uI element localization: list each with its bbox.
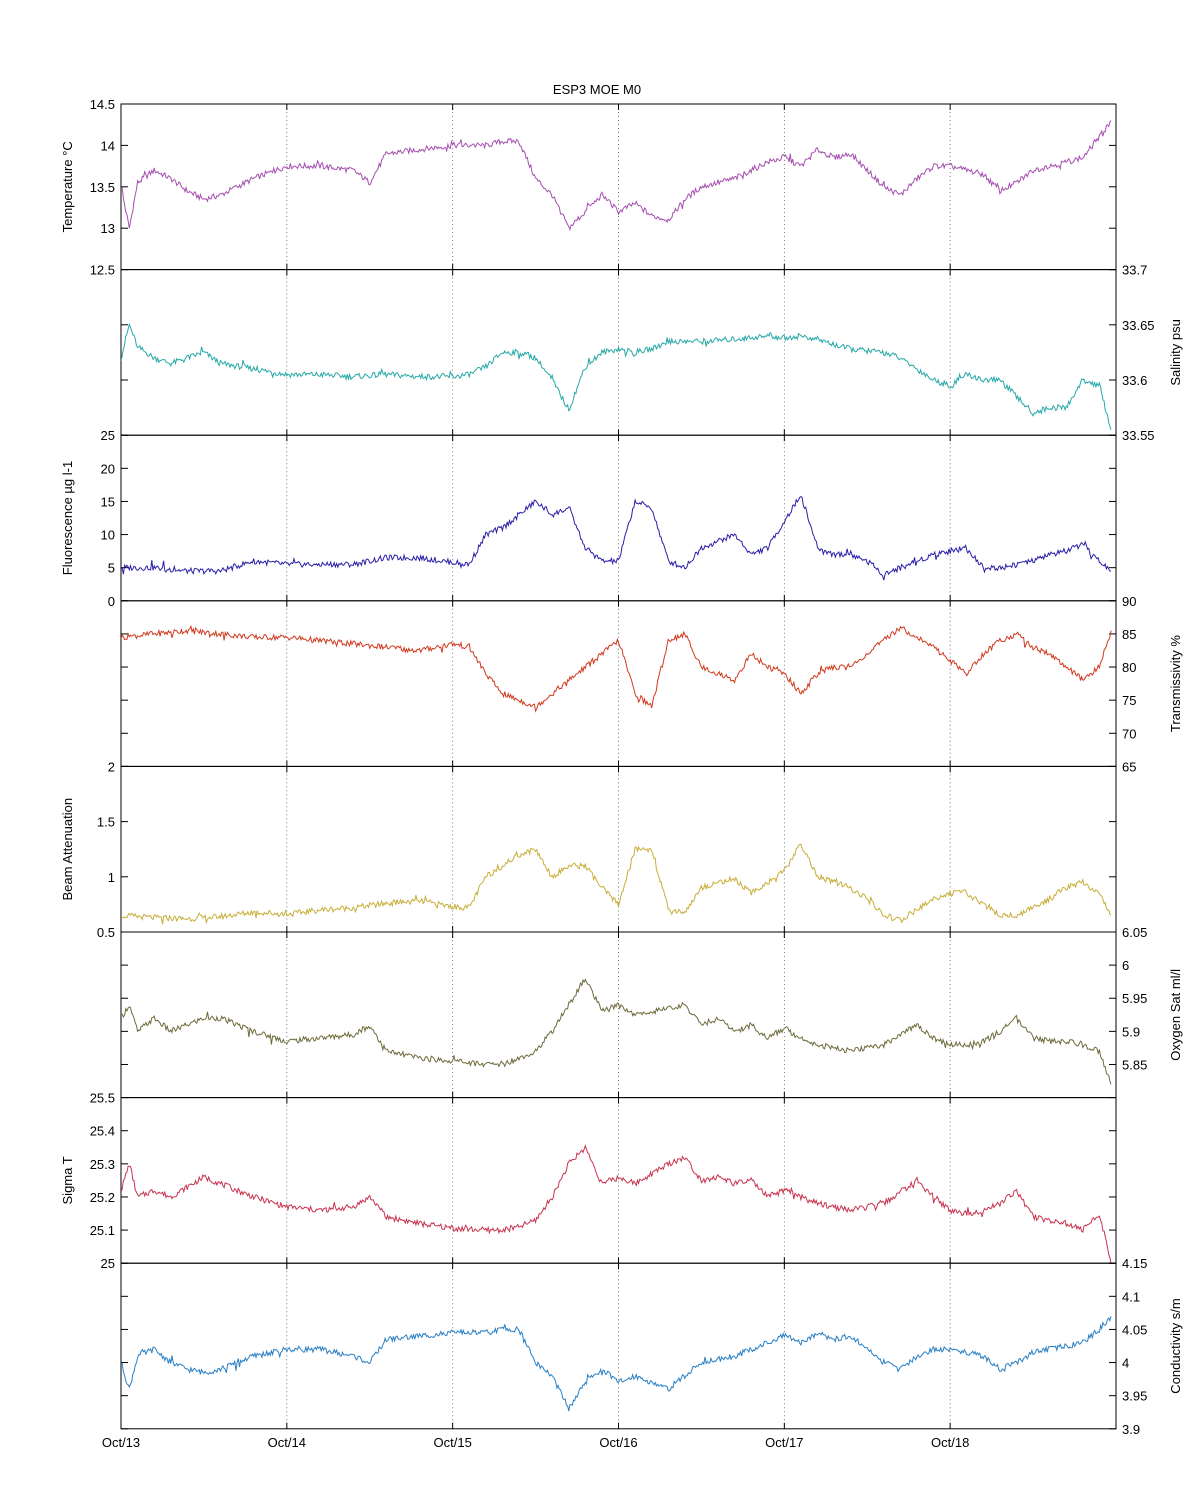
y-tick-label: 6.05	[1122, 925, 1147, 940]
y-tick-label: 25.1	[90, 1223, 115, 1238]
panel-3: 0 5 10 15 20 25 Fluorescence µg l-1	[60, 428, 1117, 609]
y-tick-label: 70	[1122, 726, 1136, 741]
y-tick-label: 14.5	[90, 97, 115, 112]
y-tick-label: 4.1	[1122, 1289, 1140, 1304]
y-tick-label: 4	[1122, 1356, 1129, 1371]
y-tick-label: 33.65	[1122, 318, 1155, 333]
y-tick-label: 6	[1122, 958, 1129, 973]
y-tick-label: 13	[101, 221, 115, 236]
panel-6: 5.85 5.9 5.95 6 6.05 Oxygen Sat ml/l	[120, 925, 1183, 1099]
y-tick-label: 75	[1122, 693, 1136, 708]
y-tick-label: 5	[108, 561, 115, 576]
y-tick-label: 0.5	[97, 925, 115, 940]
series-line-8	[121, 1316, 1112, 1412]
x-tick-label: Oct/16	[599, 1435, 637, 1450]
series-line-7	[121, 1144, 1112, 1264]
series-line-3	[121, 496, 1112, 581]
y-tick-label: 14	[101, 138, 115, 153]
y-axis-label: Salinity psu	[1168, 319, 1183, 385]
panel-2: 33.55 33.6 33.65 33.7 Salinity psu	[120, 263, 1183, 443]
x-tick-label: Oct/14	[268, 1435, 306, 1450]
y-tick-label: 33.6	[1122, 373, 1147, 388]
y-tick-label: 3.9	[1122, 1422, 1140, 1437]
y-tick-label: 5.95	[1122, 991, 1147, 1006]
series-line-5	[121, 843, 1112, 925]
y-tick-label: 90	[1122, 594, 1136, 609]
x-tick-label: Oct/17	[765, 1435, 803, 1450]
y-axis-label: Oxygen Sat ml/l	[1168, 969, 1183, 1061]
panel-7: 25 25.1 25.2 25.3 25.4 25.5 Sigma T	[60, 1091, 1117, 1271]
y-tick-label: 25.2	[90, 1190, 115, 1205]
y-tick-label: 10	[101, 528, 115, 543]
x-tick-label: Oct/13	[102, 1435, 140, 1450]
y-tick-label: 80	[1122, 660, 1136, 675]
y-tick-label: 25.5	[90, 1091, 115, 1106]
y-axis-label: Conductivity s/m	[1168, 1298, 1183, 1393]
panel-5: 0.5 1 1.5 2 Beam Attenuation	[60, 759, 1117, 940]
y-tick-label: 1	[108, 870, 115, 885]
series-line-6	[121, 978, 1112, 1085]
y-tick-label: 13.5	[90, 180, 115, 195]
series-line-2	[121, 322, 1112, 430]
y-tick-label: 0	[108, 594, 115, 609]
y-tick-label: 25	[101, 428, 115, 443]
panel-8: 3.9 3.95 4 4.05 4.1 4.15 Conductivity s/m	[120, 1256, 1183, 1437]
y-axis-label: Transmissivity %	[1168, 635, 1183, 732]
series-line-4	[121, 624, 1112, 713]
series-line-1	[121, 120, 1112, 231]
y-axis-label: Beam Attenuation	[60, 798, 75, 901]
y-tick-label: 25.3	[90, 1157, 115, 1172]
panel-1: 12.5 13 13.5 14 14.5 Temperature °C	[60, 97, 1117, 278]
chart-title: ESP3 MOE M0	[553, 82, 641, 97]
y-tick-label: 65	[1122, 759, 1136, 774]
x-tick-label: Oct/18	[931, 1435, 969, 1450]
y-tick-label: 25.4	[90, 1124, 115, 1139]
y-tick-label: 5.9	[1122, 1024, 1140, 1039]
y-tick-label: 4.05	[1122, 1322, 1147, 1337]
y-tick-label: 33.55	[1122, 428, 1155, 443]
y-tick-label: 85	[1122, 627, 1136, 642]
y-tick-label: 3.95	[1122, 1389, 1147, 1404]
y-tick-label: 15	[101, 494, 115, 509]
y-axis-label: Temperature °C	[60, 141, 75, 232]
y-tick-label: 33.7	[1122, 263, 1147, 278]
y-tick-label: 2	[108, 759, 115, 774]
y-axis-label: Fluorescence µg l-1	[60, 461, 75, 575]
y-tick-label: 12.5	[90, 263, 115, 278]
y-tick-label: 20	[101, 461, 115, 476]
y-tick-label: 25	[101, 1256, 115, 1271]
y-tick-label: 1.5	[97, 815, 115, 830]
y-tick-label: 4.15	[1122, 1256, 1147, 1271]
y-tick-label: 5.85	[1122, 1057, 1147, 1072]
y-axis-label: Sigma T	[60, 1156, 75, 1204]
x-tick-label: Oct/15	[434, 1435, 472, 1450]
panel-4: 65 70 75 80 85 90 Transmissivity %	[120, 594, 1183, 774]
